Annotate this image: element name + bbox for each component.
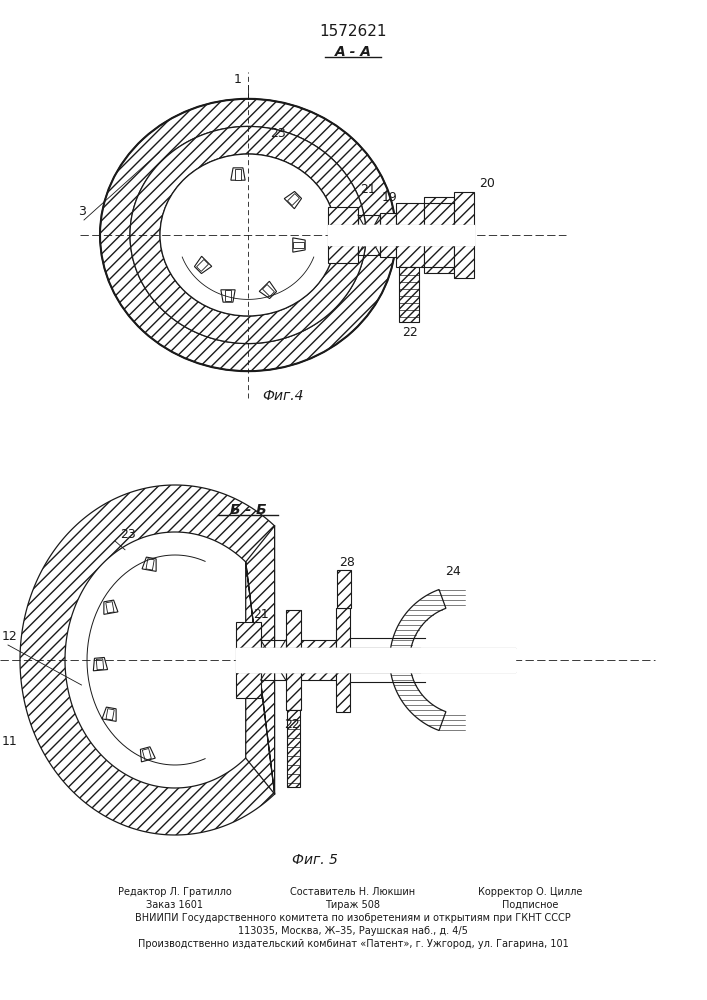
Text: 21: 21 xyxy=(252,608,269,621)
Polygon shape xyxy=(142,749,151,760)
Polygon shape xyxy=(197,259,209,271)
Polygon shape xyxy=(235,169,241,180)
Polygon shape xyxy=(337,570,351,608)
Text: 22: 22 xyxy=(402,326,418,339)
Polygon shape xyxy=(399,267,419,322)
Polygon shape xyxy=(231,168,245,180)
Text: Корректор О. Цилле: Корректор О. Цилле xyxy=(478,887,582,897)
Text: 21: 21 xyxy=(360,183,375,196)
Polygon shape xyxy=(390,590,446,730)
Text: 3: 3 xyxy=(78,205,86,218)
Text: Редактор Л. Гратилло: Редактор Л. Гратилло xyxy=(118,887,232,897)
Text: Заказ 1601: Заказ 1601 xyxy=(146,900,204,910)
Polygon shape xyxy=(284,191,302,209)
Polygon shape xyxy=(262,284,274,296)
Polygon shape xyxy=(380,213,396,257)
Polygon shape xyxy=(454,192,474,278)
Polygon shape xyxy=(102,707,116,721)
Polygon shape xyxy=(259,281,276,299)
Text: Производственно издательский комбинат «Патент», г. Ужгород, ул. Гагарина, 101: Производственно издательский комбинат «П… xyxy=(138,939,568,949)
Polygon shape xyxy=(424,197,454,273)
Text: 28: 28 xyxy=(339,556,355,569)
Text: 12: 12 xyxy=(2,630,18,643)
Text: ВНИИПИ Государственного комитета по изобретениям и открытиям при ГКНТ СССР: ВНИИПИ Государственного комитета по изоб… xyxy=(135,913,571,923)
Polygon shape xyxy=(293,238,305,252)
Polygon shape xyxy=(221,290,235,302)
Polygon shape xyxy=(286,610,300,710)
Polygon shape xyxy=(93,657,107,671)
Text: 19: 19 xyxy=(382,191,398,204)
Polygon shape xyxy=(350,648,420,672)
Polygon shape xyxy=(106,602,114,613)
Polygon shape xyxy=(146,559,154,570)
Polygon shape xyxy=(225,290,231,301)
Text: А - А: А - А xyxy=(334,45,371,59)
Ellipse shape xyxy=(160,154,336,316)
Polygon shape xyxy=(293,242,304,248)
Polygon shape xyxy=(235,622,261,698)
Polygon shape xyxy=(96,659,104,670)
Text: Подписное: Подписное xyxy=(502,900,559,910)
Polygon shape xyxy=(300,640,336,680)
Polygon shape xyxy=(194,256,211,274)
Polygon shape xyxy=(142,557,156,571)
Polygon shape xyxy=(130,126,366,344)
Text: 11: 11 xyxy=(2,735,18,748)
Polygon shape xyxy=(100,99,396,371)
Polygon shape xyxy=(287,710,300,787)
Polygon shape xyxy=(396,203,424,267)
Text: Фиг. 5: Фиг. 5 xyxy=(292,853,338,867)
Text: Составитель Н. Люкшин: Составитель Н. Люкшин xyxy=(291,887,416,897)
Text: 22: 22 xyxy=(284,718,300,731)
Text: Тираж 508: Тираж 508 xyxy=(325,900,380,910)
Polygon shape xyxy=(104,600,118,614)
Polygon shape xyxy=(288,194,300,206)
Polygon shape xyxy=(20,485,274,835)
Text: 20: 20 xyxy=(479,177,495,190)
Polygon shape xyxy=(106,709,115,720)
Text: 113035, Москва, Ж–35, Раушская наб., д. 4/5: 113035, Москва, Ж–35, Раушская наб., д. … xyxy=(238,926,468,936)
Text: 24: 24 xyxy=(445,565,460,578)
Polygon shape xyxy=(328,207,358,263)
Text: 23: 23 xyxy=(270,127,286,140)
Text: Б - Б: Б - Б xyxy=(230,503,267,517)
Polygon shape xyxy=(336,608,350,712)
Text: Фиг.4: Фиг.4 xyxy=(262,389,304,403)
Text: 1572621: 1572621 xyxy=(320,24,387,39)
Text: 1: 1 xyxy=(234,73,242,86)
Text: 23: 23 xyxy=(120,528,136,540)
Polygon shape xyxy=(141,747,156,762)
